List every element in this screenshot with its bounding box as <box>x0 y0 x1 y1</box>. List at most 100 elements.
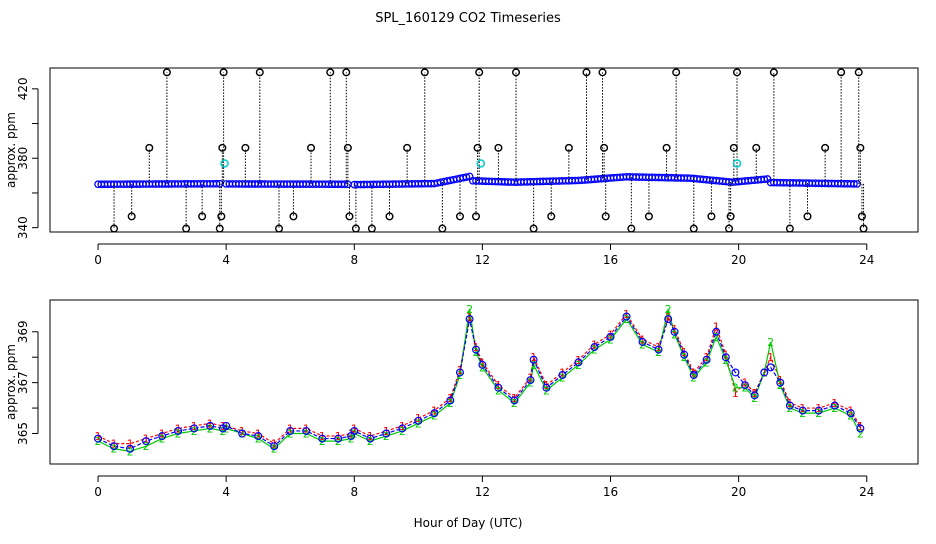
outlier-point <box>241 143 250 152</box>
series-point-3 <box>398 424 407 433</box>
outlier-point <box>345 212 354 221</box>
outlier-point <box>856 143 865 152</box>
series-marker-1: 1 <box>777 374 784 387</box>
outlier-point <box>217 212 226 221</box>
series-line-1 <box>97 312 861 445</box>
series-marker-1: 1 <box>472 341 479 354</box>
series-marker-1: 1 <box>786 397 793 410</box>
outlier-point <box>215 224 224 233</box>
series-point-3 <box>785 401 794 410</box>
top-y-tick-label: 340 <box>16 216 30 239</box>
panel-top-ylabel: approx. ppm <box>4 112 18 188</box>
outlier-point <box>601 212 610 221</box>
outlier-point <box>475 68 484 77</box>
outlier-point <box>725 224 734 233</box>
series-point-3 <box>670 327 679 336</box>
series-point-3 <box>318 434 327 443</box>
top-x-tick-label: 4 <box>222 253 230 267</box>
series-marker-1: 1 <box>271 438 278 451</box>
series-point-3 <box>830 401 839 410</box>
series-point-3 <box>689 371 698 380</box>
outlier-point <box>707 212 716 221</box>
series-marker-1: 1 <box>175 422 182 435</box>
outlier-point <box>182 224 191 233</box>
outlier-point <box>342 68 351 77</box>
outlier-point <box>859 224 868 233</box>
series-point-3 <box>846 409 855 418</box>
series-point-3 <box>334 434 343 443</box>
top-x-tick-label: 8 <box>350 253 358 267</box>
series-point-3 <box>350 426 359 435</box>
baseline-point <box>760 175 769 184</box>
outlier-point <box>473 143 482 152</box>
series-point-3 <box>654 345 663 354</box>
top-y-tick-label: 420 <box>16 77 30 100</box>
series-point-3 <box>558 371 567 380</box>
series-point-3 <box>126 444 135 453</box>
series-point-3 <box>206 421 215 430</box>
highlight-point <box>732 159 742 168</box>
outlier-point <box>438 224 447 233</box>
series-point-3 <box>798 406 807 415</box>
series-marker-1: 1 <box>191 420 198 433</box>
outlier-point <box>547 212 556 221</box>
top-x-tick-label: 16 <box>603 253 618 267</box>
series-point-3 <box>158 432 167 441</box>
series-marker-1: 1 <box>319 430 326 443</box>
outlier-point <box>854 68 863 77</box>
highlight-point <box>220 159 229 168</box>
series-point-3 <box>382 429 391 438</box>
series-point-3 <box>776 378 785 387</box>
series-marker-1: 1 <box>831 397 838 410</box>
series-marker-1: 1 <box>761 366 768 379</box>
series-marker-1: 1 <box>511 392 518 405</box>
outlier-point <box>582 68 591 77</box>
outlier-point <box>219 68 228 77</box>
outlier-point <box>512 68 521 77</box>
outlier-point <box>275 224 284 233</box>
outlier-point <box>127 212 136 221</box>
series-marker-2: 2 <box>143 440 150 453</box>
outlier-point <box>255 68 264 77</box>
outlier-point <box>785 224 794 233</box>
outlier-point <box>803 212 812 221</box>
chart-title: SPL_160129 CO2 Timeseries <box>375 11 561 26</box>
series-point-3 <box>510 396 519 405</box>
panel-top: approx. ppm <box>4 67 919 233</box>
series-marker-2: 2 <box>713 331 720 344</box>
series-point-3 <box>702 355 711 364</box>
outlier-point <box>307 143 316 152</box>
top-plot-area <box>94 68 868 233</box>
top-x-tick-label: 12 <box>475 253 490 267</box>
outlier-point <box>403 143 412 152</box>
series-point-3 <box>766 363 775 372</box>
series-marker-1: 1 <box>415 412 422 425</box>
outlier-point <box>343 143 352 152</box>
series-marker-2: 2 <box>732 382 739 395</box>
bottom-y-tick-label: 369 <box>16 320 30 343</box>
series-point-3 <box>110 442 119 451</box>
panel-bottom-ylabel: approx. ppm <box>4 344 18 420</box>
series-marker-1: 1 <box>335 430 342 443</box>
series-point-3 <box>526 376 535 385</box>
outlier-point <box>198 212 207 221</box>
outlier-point <box>662 143 671 152</box>
series-point-3 <box>478 360 487 369</box>
series-point-3 <box>446 396 455 405</box>
outlier-point <box>600 143 609 152</box>
series-point-3 <box>465 315 474 324</box>
top-x-tick-label: 24 <box>859 253 874 267</box>
baseline-point <box>462 173 471 181</box>
outlier-point <box>726 212 735 221</box>
series-marker-1: 1 <box>351 422 358 435</box>
series-marker-1: 1 <box>799 402 806 415</box>
series-marker-2: 2 <box>665 303 672 316</box>
series-marker-1: 1 <box>367 430 374 443</box>
outlier-point <box>672 68 681 77</box>
series-point-3 <box>638 337 647 346</box>
series-marker-1: 1 <box>95 430 102 443</box>
outlier-point <box>644 212 653 221</box>
series-marker-1: 1 <box>255 427 262 440</box>
panel-bottom-frame <box>49 299 919 465</box>
